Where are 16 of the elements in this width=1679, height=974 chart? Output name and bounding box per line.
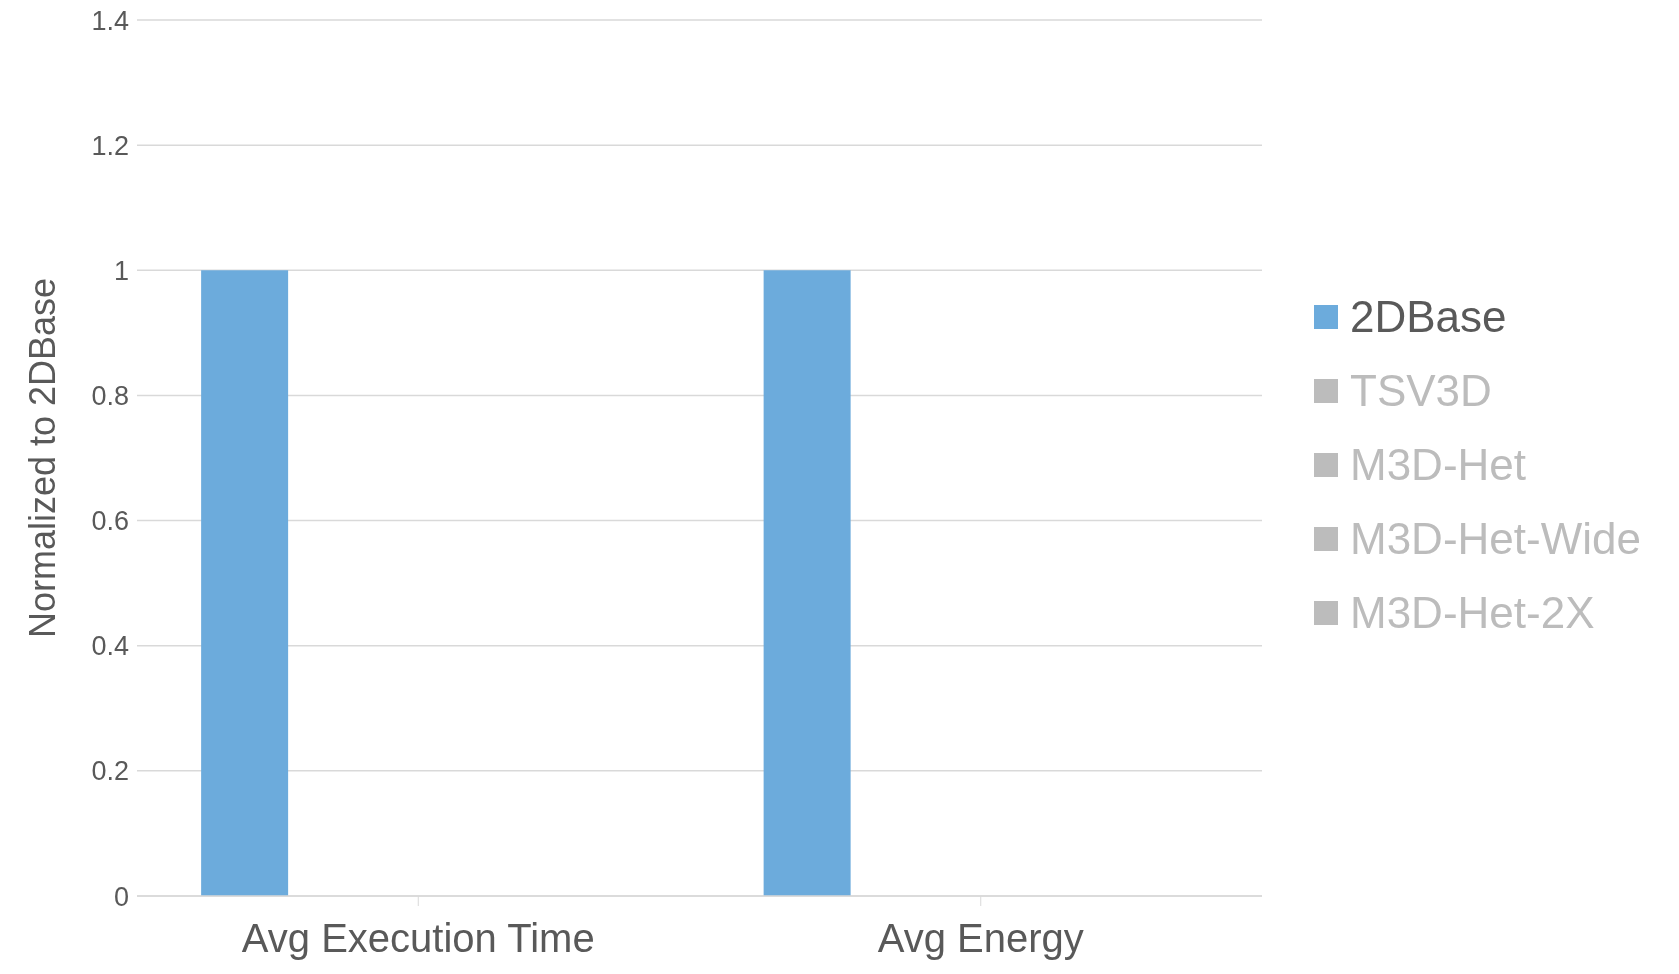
legend-label: M3D-Het-Wide — [1350, 514, 1641, 564]
legend-label: 2DBase — [1350, 292, 1507, 342]
y-axis-title: Normalized to 2DBase — [21, 277, 63, 639]
legend-label: TSV3D — [1350, 366, 1492, 416]
legend-label: M3D-Het-2X — [1350, 588, 1595, 638]
y-tick-label: 1.2 — [91, 130, 129, 161]
y-tick-label: 1.4 — [91, 5, 129, 36]
legend-label: M3D-Het — [1350, 440, 1527, 490]
x-tick-label: Avg Execution Time — [241, 916, 595, 961]
y-tick-label: 0 — [113, 881, 129, 912]
y-tick-label: 1 — [113, 255, 129, 286]
x-tick-label: Avg Energy — [877, 916, 1084, 961]
y-tick-label: 0.4 — [91, 631, 129, 662]
y-tick-label: 0.8 — [91, 381, 129, 412]
y-tick-label: 0.6 — [91, 506, 129, 537]
y-tick-label: 0.2 — [91, 756, 129, 787]
